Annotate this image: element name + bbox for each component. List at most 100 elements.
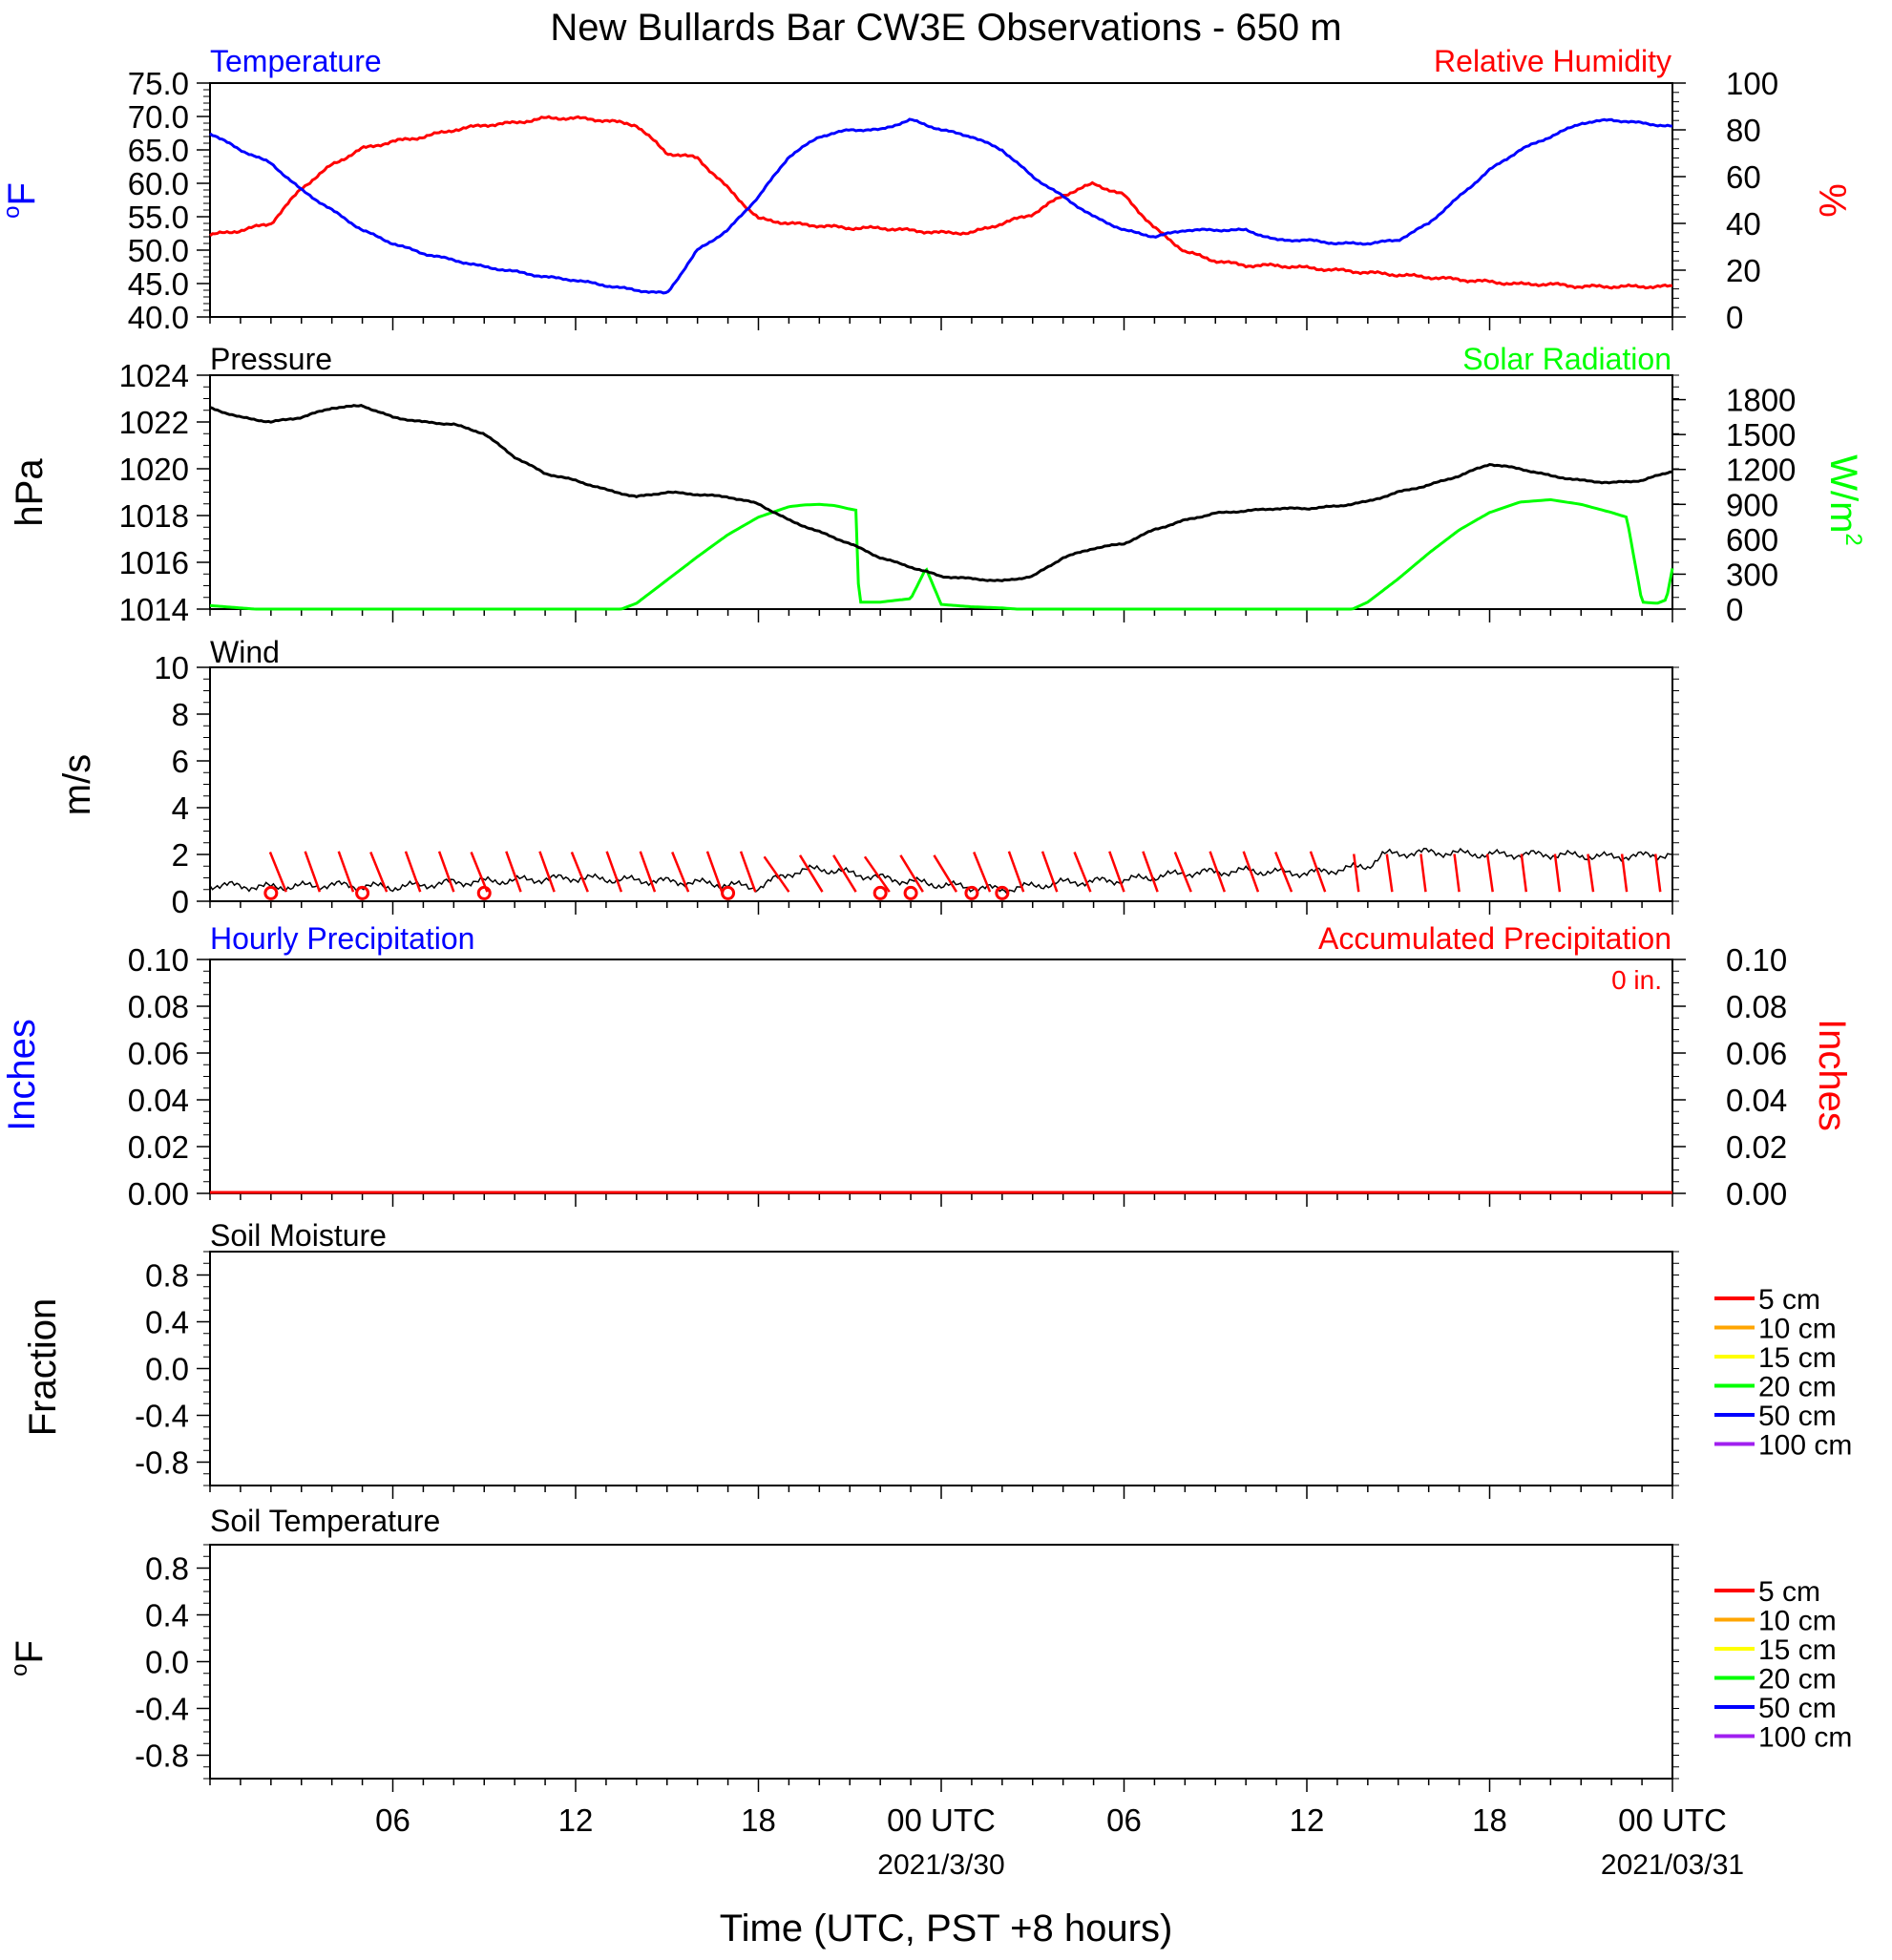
wind-barb — [798, 854, 824, 893]
solar-axis-tick-label: 1500 — [1726, 417, 1796, 453]
solar-title: Solar Radiation — [1462, 342, 1671, 376]
wind-axis-tick-label: 4 — [172, 790, 189, 826]
precip-right-axis-tick-label: 0.08 — [1726, 989, 1787, 1024]
temp-axis-tick-label: 50.0 — [128, 233, 189, 268]
solar-axis-tick-label: 300 — [1726, 557, 1778, 592]
soil-axis-5-tick-label: -0.4 — [135, 1692, 189, 1727]
soil-temperature-axis-label: oF — [7, 1640, 51, 1676]
wind-speed-line — [209, 847, 1673, 896]
wind-barb — [1587, 854, 1595, 893]
legend-label-0: 5 cm — [1758, 1576, 1820, 1608]
solar-axis-tick-label: 0 — [1726, 592, 1743, 627]
precip-left-axis-tick-label: 0.08 — [128, 989, 189, 1024]
wind-barb — [505, 851, 522, 893]
pressure-axis-tick-label: 1018 — [119, 498, 189, 534]
panel-soil-temperature: Soil Temperature oF — [7, 1504, 440, 1676]
x-tick-label: 18 — [741, 1802, 776, 1838]
wind-barb — [705, 851, 724, 893]
wind-barb — [1520, 854, 1528, 893]
wind-barb — [1073, 852, 1092, 893]
precip-right-axis-tick-label: 0.00 — [1726, 1176, 1787, 1212]
soil-axis-4-tick-label: 0.0 — [145, 1352, 189, 1387]
wind-barb — [1385, 854, 1394, 893]
x-date-label: 2021/3/30 — [877, 1849, 1004, 1881]
wind-barb — [863, 855, 891, 893]
wind-barb — [832, 854, 857, 893]
temperature-title: Temperature — [210, 44, 382, 78]
solar-axis-tick-label: 600 — [1726, 522, 1778, 558]
soil-axis-4-tick-label: 0.8 — [145, 1258, 189, 1294]
x-tick-label: 18 — [1472, 1802, 1507, 1838]
rh-axis-tick-label: 100 — [1726, 66, 1778, 101]
wind-barb — [763, 855, 790, 893]
wind-barb — [1007, 851, 1025, 893]
legend-label-4: 50 cm — [1758, 1401, 1837, 1432]
pressure-axis-tick-label: 1016 — [119, 545, 189, 580]
wind-barb — [538, 851, 556, 893]
rh-axis-tick-label: 40 — [1726, 206, 1761, 242]
precip-left-axis-tick-label: 0.06 — [128, 1036, 189, 1071]
accum-precip-axis-label: Inches — [1811, 1019, 1853, 1131]
precip-right-axis-tick-label: 0.04 — [1726, 1083, 1787, 1118]
pressure-axis-tick-label: 1024 — [119, 358, 189, 393]
legend-label-2: 15 cm — [1758, 1342, 1837, 1374]
soil-axis-4-tick-label: -0.8 — [135, 1445, 189, 1481]
wind-axis-tick-label: 2 — [172, 837, 189, 873]
wind-barb — [1274, 852, 1293, 893]
legend-label-3: 20 cm — [1758, 1664, 1837, 1696]
legend-label-4: 50 cm — [1758, 1693, 1837, 1724]
humidity-line — [209, 115, 1673, 290]
pressure-axis-tick-label: 1014 — [119, 592, 189, 627]
wind-barb — [1485, 854, 1494, 893]
soil-axis-5-tick-label: 0.4 — [145, 1598, 189, 1633]
hourly-precip-axis-label: Inches — [1, 1019, 43, 1131]
legend-label-0: 5 cm — [1758, 1284, 1820, 1316]
panel-pressure-solar: Pressure Solar Radiation hPa W/m2 — [9, 342, 1866, 546]
calm-wind-circle — [903, 885, 918, 900]
wind-barb — [1242, 851, 1260, 893]
precip-left-axis-tick-label: 0.04 — [128, 1083, 189, 1118]
precip-right-axis-tick-label: 0.10 — [1726, 942, 1787, 978]
wind-barb — [1353, 854, 1360, 893]
temp-axis-tick-label: 40.0 — [128, 300, 189, 335]
legend-label-1: 10 cm — [1758, 1314, 1837, 1345]
wind-barb — [639, 851, 657, 893]
x-tick-label: 00 UTC — [1618, 1802, 1727, 1838]
wind-axis-tick-label: 6 — [172, 744, 189, 779]
temp-axis-tick-label: 75.0 — [128, 66, 189, 101]
x-tick-label: 12 — [1290, 1802, 1325, 1838]
wind-axis-tick-label: 10 — [154, 650, 189, 685]
soil-moisture-title: Soil Moisture — [210, 1218, 387, 1253]
panel-frame-1 — [209, 374, 1673, 610]
soil-axis-4-tick-label: 0.4 — [145, 1305, 189, 1340]
wind-barb — [899, 854, 924, 893]
wind-barb — [739, 851, 757, 893]
x-tick-label: 06 — [1106, 1802, 1142, 1838]
solar-axis-label: W/m2 — [1822, 454, 1866, 546]
pressure-axis-tick-label: 1022 — [119, 405, 189, 440]
wind-barb — [304, 851, 322, 893]
wind-axis-tick-label: 0 — [172, 884, 189, 919]
calm-wind-circle — [995, 885, 1010, 900]
humidity-title: Relative Humidity — [1434, 44, 1671, 78]
solar-line — [209, 497, 1674, 611]
legend-label-1: 10 cm — [1758, 1606, 1837, 1637]
panel-temperature-humidity: Temperature Relative Humidity oF % — [0, 44, 1853, 219]
wind-barb — [437, 851, 455, 893]
calm-wind-circle — [721, 885, 736, 900]
panel-soil-moisture: Soil Moisture Fraction — [22, 1218, 387, 1436]
solar-axis-tick-label: 1800 — [1726, 383, 1796, 418]
pressure-line — [209, 404, 1673, 582]
x-tick-label: 12 — [558, 1802, 594, 1838]
panel-frame-3 — [209, 959, 1673, 1194]
wind-barb — [570, 852, 589, 893]
wind-axis-tick-label: 8 — [172, 697, 189, 732]
solar-axis-tick-label: 1200 — [1726, 453, 1796, 488]
legend-label-2: 15 cm — [1758, 1634, 1837, 1666]
panel-frame-4 — [209, 1251, 1673, 1486]
humidity-axis-label: % — [1811, 183, 1853, 218]
wind-barb — [337, 851, 355, 893]
wind-barb — [1108, 851, 1125, 893]
wind-barb — [369, 852, 389, 893]
